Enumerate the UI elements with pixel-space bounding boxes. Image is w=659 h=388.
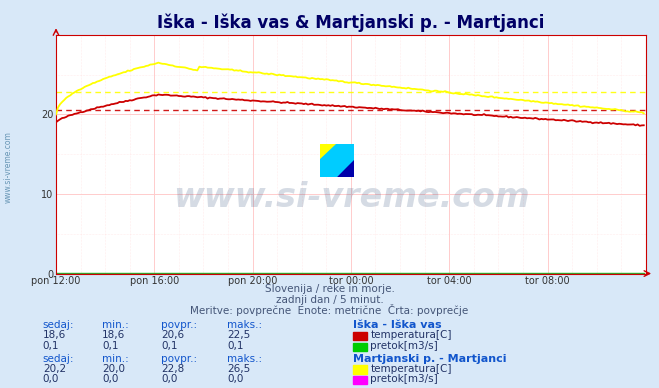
Text: maks.:: maks.: bbox=[227, 320, 262, 330]
Text: Martjanski p. - Martjanci: Martjanski p. - Martjanci bbox=[353, 353, 506, 364]
Text: 18,6: 18,6 bbox=[102, 330, 125, 340]
Title: Iška - Iška vas & Martjanski p. - Martjanci: Iška - Iška vas & Martjanski p. - Martja… bbox=[158, 14, 544, 32]
Text: 20,0: 20,0 bbox=[102, 364, 125, 374]
Text: 0,1: 0,1 bbox=[227, 341, 244, 351]
Text: Iška - Iška vas: Iška - Iška vas bbox=[353, 320, 441, 330]
Text: Meritve: povprečne  Enote: metrične  Črta: povprečje: Meritve: povprečne Enote: metrične Črta:… bbox=[190, 304, 469, 316]
Text: pretok[m3/s]: pretok[m3/s] bbox=[370, 341, 438, 351]
Text: 22,8: 22,8 bbox=[161, 364, 185, 374]
Text: pretok[m3/s]: pretok[m3/s] bbox=[370, 374, 438, 384]
Polygon shape bbox=[337, 160, 354, 177]
Text: 0,0: 0,0 bbox=[227, 374, 244, 384]
Text: min.:: min.: bbox=[102, 353, 129, 364]
Text: sedaj:: sedaj: bbox=[43, 320, 74, 330]
Text: 0,1: 0,1 bbox=[161, 341, 178, 351]
Text: 26,5: 26,5 bbox=[227, 364, 250, 374]
Text: 0,0: 0,0 bbox=[43, 374, 59, 384]
Text: 0,1: 0,1 bbox=[102, 341, 119, 351]
Text: www.si-vreme.com: www.si-vreme.com bbox=[4, 131, 13, 203]
Text: min.:: min.: bbox=[102, 320, 129, 330]
Text: 0,1: 0,1 bbox=[43, 341, 59, 351]
Text: povpr.:: povpr.: bbox=[161, 353, 198, 364]
Text: sedaj:: sedaj: bbox=[43, 353, 74, 364]
Text: zadnji dan / 5 minut.: zadnji dan / 5 minut. bbox=[275, 295, 384, 305]
Text: 20,2: 20,2 bbox=[43, 364, 66, 374]
Text: temperatura[C]: temperatura[C] bbox=[370, 330, 452, 340]
Text: 20,6: 20,6 bbox=[161, 330, 185, 340]
Text: Slovenija / reke in morje.: Slovenija / reke in morje. bbox=[264, 284, 395, 294]
Text: maks.:: maks.: bbox=[227, 353, 262, 364]
Text: 0,0: 0,0 bbox=[102, 374, 119, 384]
Polygon shape bbox=[320, 144, 337, 160]
Text: temperatura[C]: temperatura[C] bbox=[370, 364, 452, 374]
Text: 0,0: 0,0 bbox=[161, 374, 178, 384]
Text: 22,5: 22,5 bbox=[227, 330, 250, 340]
Text: www.si-vreme.com: www.si-vreme.com bbox=[173, 181, 529, 214]
Text: povpr.:: povpr.: bbox=[161, 320, 198, 330]
Polygon shape bbox=[320, 144, 354, 177]
Text: 18,6: 18,6 bbox=[43, 330, 66, 340]
